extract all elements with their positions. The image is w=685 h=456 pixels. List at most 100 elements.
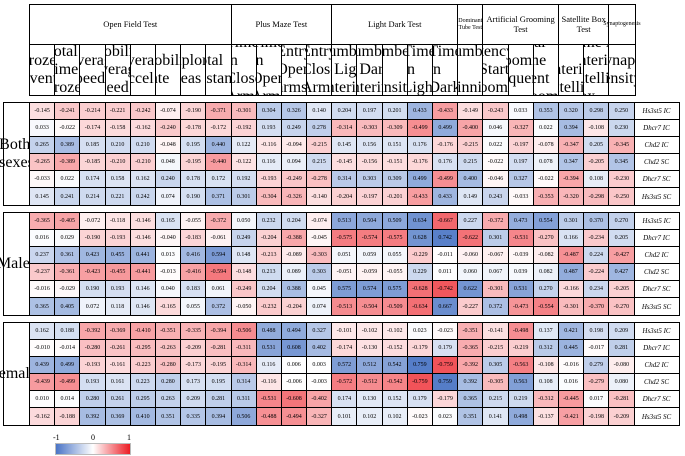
row-label: Chd2 IC bbox=[634, 357, 679, 374]
heatmap-cell: -0.193 bbox=[105, 230, 131, 247]
heatmap-cell: 0.498 bbox=[508, 408, 534, 425]
heatmap-cell: -0.013 bbox=[155, 264, 182, 281]
column-group-header: Synaptogenesis bbox=[603, 5, 641, 45]
heatmap-cell: 0.161 bbox=[105, 374, 131, 391]
heatmap-cell: -0.281 bbox=[206, 340, 232, 357]
heatmap-cell: -0.351 bbox=[458, 323, 484, 340]
heatmap-cell: 0.242 bbox=[130, 188, 156, 205]
heatmap-cell: -0.371 bbox=[206, 103, 232, 120]
row-label: Chd2 SC bbox=[634, 374, 679, 391]
heatmap-cell: -0.183 bbox=[181, 230, 207, 247]
heatmap-cell: 0.108 bbox=[533, 374, 559, 391]
heatmap-cell: 0.197 bbox=[508, 154, 534, 171]
heatmap-cell: 0.017 bbox=[584, 391, 610, 408]
heatmap-cell: -0.575 bbox=[382, 230, 408, 247]
heatmap-cell: -0.410 bbox=[130, 323, 156, 340]
heatmap-cell: 0.314 bbox=[231, 374, 257, 391]
heatmap-cell: 0.223 bbox=[130, 374, 156, 391]
heatmap-cell: 0.742 bbox=[433, 230, 459, 247]
heatmap-cell: -0.327 bbox=[508, 120, 534, 137]
heatmap-cell: 0.122 bbox=[231, 137, 257, 154]
heatmap-cell: 0.759 bbox=[407, 357, 433, 374]
heatmap-cell: 0.033 bbox=[30, 120, 56, 137]
heatmap-cell: -0.506 bbox=[231, 323, 257, 340]
heatmap-cell: 0.301 bbox=[231, 188, 257, 205]
heatmap-cell: -0.365 bbox=[30, 213, 56, 230]
heatmap-cell: 0.141 bbox=[483, 408, 509, 425]
heatmap-cell: -0.011 bbox=[433, 247, 459, 264]
heatmap-cell: 0.270 bbox=[609, 213, 635, 230]
heatmap-cell: -0.335 bbox=[181, 323, 207, 340]
legend-min-label: -1 bbox=[53, 433, 60, 442]
heatmap-cell: -0.234 bbox=[584, 230, 610, 247]
row-label: Dhcr7 IC bbox=[634, 120, 679, 137]
heatmap-cell: 0.433 bbox=[433, 188, 459, 205]
heatmap-cell: 0.022 bbox=[55, 171, 81, 188]
column-header: Explored Areas bbox=[181, 45, 207, 95]
heatmap-cell: -0.055 bbox=[181, 213, 207, 230]
heatmap-cell: -0.392 bbox=[458, 357, 484, 374]
heatmap-cell: 0.423 bbox=[80, 247, 106, 264]
heatmap-cell: -0.314 bbox=[231, 357, 257, 374]
heatmap-cell: -0.022 bbox=[483, 154, 509, 171]
heatmap-cell: 0.215 bbox=[458, 154, 484, 171]
heatmap-cell: 0.149 bbox=[458, 188, 484, 205]
heatmap-cell: 0.172 bbox=[206, 171, 232, 188]
legend-mid-label: 0 bbox=[91, 433, 95, 442]
row-group-both-sexes: Both sexes -0.145 -0.241 -0.214 -0.221 -0.242… bbox=[0, 102, 685, 206]
heatmap-cell: 0.237 bbox=[30, 247, 56, 264]
heatmap-cell: 0.051 bbox=[332, 247, 358, 264]
heatmap-cell: -0.311 bbox=[231, 340, 257, 357]
heatmap-cell: 0.504 bbox=[357, 213, 383, 230]
column-header: Time in Dark bbox=[433, 45, 459, 95]
heatmap-cell: -0.209 bbox=[609, 408, 635, 425]
heatmap-cell: 0.193 bbox=[105, 281, 131, 298]
heatmap-cell: 0.512 bbox=[357, 357, 383, 374]
heatmap-cell: -0.176 bbox=[407, 154, 433, 171]
heatmap-cell: -0.241 bbox=[55, 103, 81, 120]
heatmap-cell: 0.327 bbox=[307, 323, 333, 340]
heatmap-cell: -0.050 bbox=[231, 298, 257, 315]
heatmap-cell: 0.249 bbox=[231, 230, 257, 247]
heatmap-cell: 0.224 bbox=[584, 247, 610, 264]
heatmap-cell: 0.572 bbox=[332, 357, 358, 374]
heatmap-cell: 0.394 bbox=[558, 120, 585, 137]
heatmap-cell: 0.022 bbox=[483, 137, 509, 154]
heatmap-cell: 0.179 bbox=[433, 340, 459, 357]
heatmap-cell: -0.162 bbox=[130, 120, 156, 137]
heatmap-cell: 0.250 bbox=[609, 103, 635, 120]
heatmap-cell: -0.094 bbox=[281, 137, 308, 154]
heatmap-cell: 0.204 bbox=[332, 103, 358, 120]
heatmap-cell: 0.488 bbox=[256, 323, 282, 340]
group-label: Males bbox=[0, 213, 36, 315]
heatmap-cell: -0.080 bbox=[609, 357, 635, 374]
heatmap-cell: 0.351 bbox=[155, 408, 182, 425]
group-label-text: Both sexes bbox=[0, 136, 34, 171]
heatmap-cell: 0.634 bbox=[407, 213, 433, 230]
column-header-label: Total Time Spent Grooming bbox=[534, 45, 558, 95]
heatmap-cell: 0.094 bbox=[281, 154, 308, 171]
heatmap-cell: 0.193 bbox=[80, 374, 106, 391]
heatmap-cell: 0.345 bbox=[609, 154, 635, 171]
heatmap-cell: -0.594 bbox=[206, 264, 232, 281]
heatmap-cell: 0.156 bbox=[357, 137, 383, 154]
heatmap-cell: 0.029 bbox=[55, 230, 81, 247]
heatmap-cell: -0.174 bbox=[332, 340, 358, 357]
column-header: Number of Entering Satellite Box bbox=[559, 45, 585, 95]
heatmap-cell: -0.301 bbox=[558, 298, 585, 315]
heatmap-cell: -0.145 bbox=[332, 154, 358, 171]
heatmap-cell: 0.108 bbox=[584, 171, 610, 188]
heatmap-cell: -0.210 bbox=[105, 154, 131, 171]
heatmap-cell: -0.209 bbox=[181, 340, 207, 357]
heatmap-cell: -0.433 bbox=[407, 188, 433, 205]
column-header-label: Frozen Events bbox=[30, 52, 54, 87]
heatmap-cell: -0.742 bbox=[433, 281, 459, 298]
heatmap-cell: 0.067 bbox=[483, 264, 509, 281]
heatmap-cell: 0.201 bbox=[382, 103, 408, 120]
heatmap-cell: 0.213 bbox=[256, 264, 282, 281]
heatmap-cell: 0.165 bbox=[155, 213, 182, 230]
heatmap-cell: 0.372 bbox=[206, 298, 232, 315]
column-header-label: Entry Close Arms bbox=[307, 45, 331, 95]
heatmap-cell: 0.301 bbox=[483, 230, 509, 247]
heatmap-cell: 0.440 bbox=[206, 137, 232, 154]
